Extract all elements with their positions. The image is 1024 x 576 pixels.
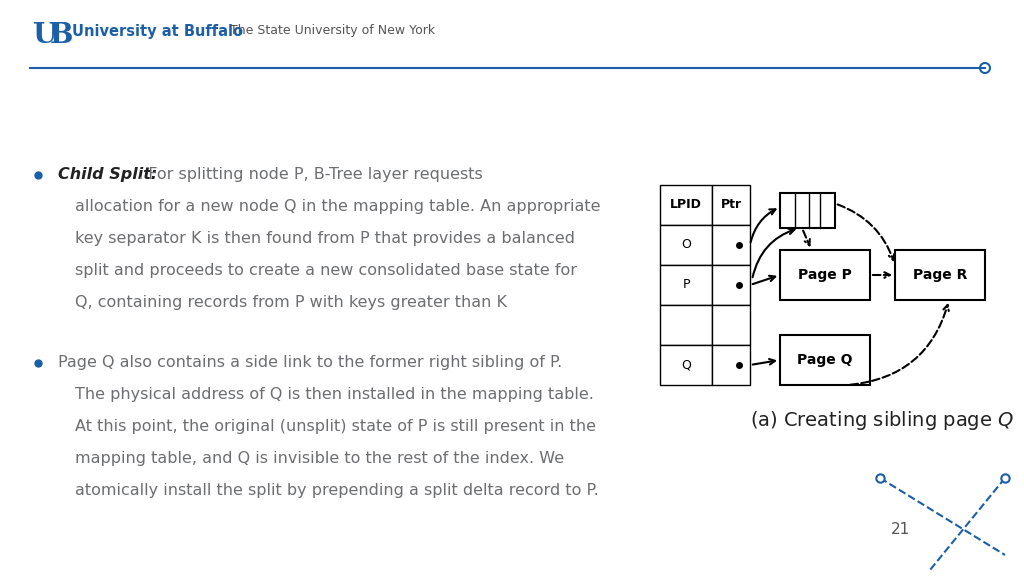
Text: mapping table, and Q is invisible to the rest of the index. We: mapping table, and Q is invisible to the… [75,452,564,467]
Bar [660,265,712,305]
Bar [712,265,750,305]
Bar [660,305,712,345]
Text: . For splitting node P, B-Tree layer requests: . For splitting node P, B-Tree layer req… [138,168,482,183]
Text: 21: 21 [891,522,909,537]
Text: Q: Q [681,358,691,372]
Bar [660,185,712,225]
Bar [895,250,985,300]
Text: (a) Creating sibling page $Q$: (a) Creating sibling page $Q$ [751,408,1015,431]
Bar [660,345,712,385]
Text: LPID: LPID [670,199,701,211]
Text: atomically install the split by prepending a split delta record to P.: atomically install the split by prependi… [75,483,599,498]
Text: Page Q also contains a side link to the former right sibling of P.: Page Q also contains a side link to the … [58,355,562,370]
Bar [780,250,870,300]
Text: The State University of New York: The State University of New York [222,24,435,37]
Text: Child Split:: Child Split: [58,168,158,183]
Text: O: O [681,238,691,252]
Bar [712,225,750,265]
Bar [780,193,835,228]
Text: The physical address of Q is then installed in the mapping table.: The physical address of Q is then instal… [75,388,594,403]
Text: Page R: Page R [912,268,968,282]
Bar [660,225,712,265]
Text: split and proceeds to create a new consolidated base state for: split and proceeds to create a new conso… [75,263,577,279]
Text: At this point, the original (unsplit) state of P is still present in the: At this point, the original (unsplit) st… [75,419,596,434]
Bar [780,335,870,385]
Text: Q, containing records from P with keys greater than K: Q, containing records from P with keys g… [75,295,507,310]
Text: key separator K is then found from P that provides a balanced: key separator K is then found from P tha… [75,232,575,247]
Text: P: P [682,279,690,291]
Text: B: B [50,22,74,49]
Text: Page Q: Page Q [798,353,853,367]
Bar [712,305,750,345]
Text: Page P: Page P [798,268,852,282]
Text: University at Buffalo: University at Buffalo [72,24,243,39]
Bar [712,185,750,225]
Bar [712,345,750,385]
Text: U: U [33,22,57,49]
Text: allocation for a new node Q in the mapping table. An appropriate: allocation for a new node Q in the mappi… [75,199,600,214]
Text: Ptr: Ptr [721,199,741,211]
